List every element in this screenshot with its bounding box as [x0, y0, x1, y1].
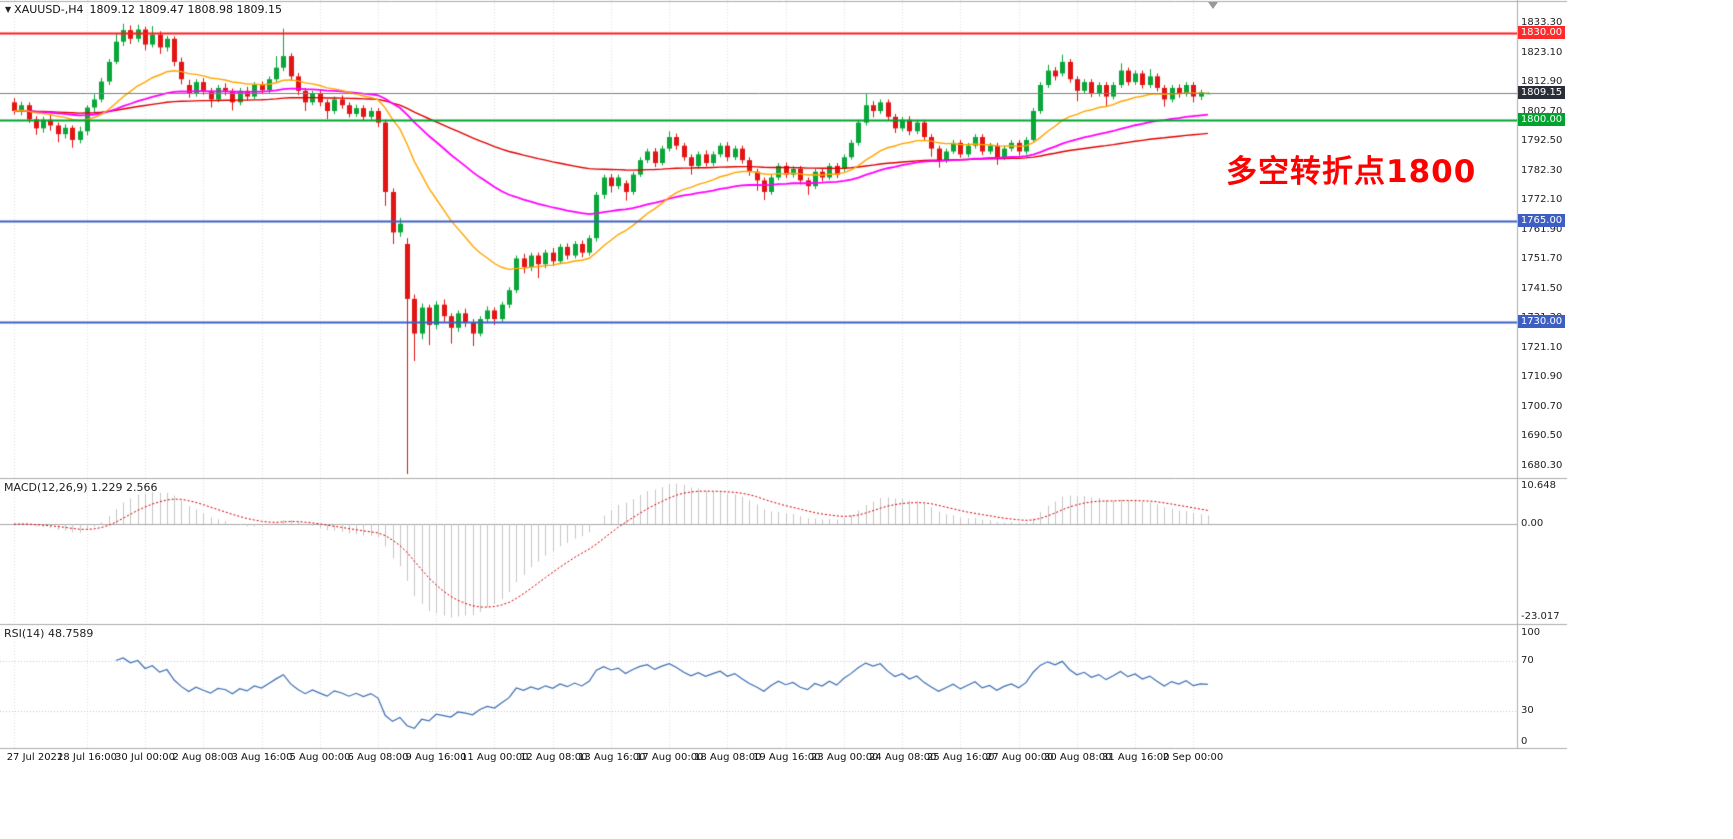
rsi-scale-tick: 30 [1521, 705, 1534, 716]
time-axis-label: 27 Aug 00:00 [986, 752, 1054, 763]
price-scale-tick: 1761.90 [1521, 224, 1563, 235]
time-axis-label: 31 Aug 16:00 [1102, 752, 1170, 763]
time-axis-label: 24 Aug 08:00 [869, 752, 937, 763]
time-axis-label: 30 Aug 08:00 [1044, 752, 1112, 763]
time-axis-label: 25 Aug 16:00 [927, 752, 995, 763]
rsi-scale-tick: 70 [1521, 655, 1534, 666]
price-scale-tick: 1710.90 [1521, 371, 1563, 382]
price-marker-1800.00: 1800.00 [1518, 113, 1565, 126]
rsi-scale-tick: 0 [1521, 736, 1528, 747]
price-marker-1809.15: 1809.15 [1518, 86, 1565, 99]
macd-scale-tick: 0.00 [1521, 518, 1544, 529]
rsi-indicator-label: RSI(14) 48.7589 [4, 627, 94, 640]
rsi-scale-tick: 100 [1521, 627, 1541, 638]
price-marker-1830.00: 1830.00 [1518, 26, 1565, 39]
chart-shift-marker[interactable] [1208, 2, 1218, 9]
time-axis-label: 2 Aug 08:00 [172, 752, 234, 763]
time-axis-label: 23 Aug 00:00 [811, 752, 879, 763]
price-scale-tick: 1823.10 [1521, 47, 1563, 58]
price-marker-1765.00: 1765.00 [1518, 214, 1565, 227]
time-axis-label: 17 Aug 00:00 [636, 752, 704, 763]
symbol-dropdown-icon[interactable]: ▼ [5, 5, 12, 14]
price-scale-tick: 1751.70 [1521, 253, 1563, 264]
symbol-period-label: XAUUSD-,H4 [14, 3, 84, 16]
time-axis-label: 28 Jul 16:00 [57, 752, 117, 763]
price-scale-tick: 1690.50 [1521, 430, 1563, 441]
time-axis-label: 19 Aug 16:00 [753, 752, 821, 763]
time-axis-label: 30 Jul 00:00 [115, 752, 175, 763]
time-axis-label: 5 Aug 00:00 [289, 752, 351, 763]
time-axis-label: 27 Jul 2021 [6, 752, 64, 763]
price-marker-1730.00: 1730.00 [1518, 315, 1565, 328]
annotation-text[interactable]: 多空转折点1800 [1226, 154, 1477, 190]
price-scale-tick: 1782.30 [1521, 165, 1563, 176]
macd-indicator-label: MACD(12,26,9) 1.229 2.566 [4, 481, 158, 494]
macd-scale-tick: -23.017 [1521, 611, 1560, 622]
price-scale-tick: 1680.30 [1521, 460, 1563, 471]
price-scale-tick: 1833.30 [1521, 17, 1563, 28]
time-axis-label: 13 Aug 16:00 [578, 752, 646, 763]
ohlc-values: 1809.12 1809.47 1808.98 1809.15 [89, 3, 282, 16]
price-scale-tick: 1721.10 [1521, 342, 1563, 353]
price-scale-tick: 1772.10 [1521, 194, 1563, 205]
time-axis-label: 2 Sep 00:00 [1162, 752, 1224, 763]
price-scale-tick: 1741.50 [1521, 283, 1563, 294]
time-axis-label: 6 Aug 08:00 [347, 752, 409, 763]
macd-scale-tick: 10.648 [1521, 480, 1556, 491]
time-axis-label: 3 Aug 16:00 [231, 752, 293, 763]
chart-title: ▼ XAUUSD-,H4 1809.12 1809.47 1808.98 1809.… [5, 3, 282, 16]
time-axis-label: 18 Aug 08:00 [694, 752, 762, 763]
time-axis-label: 12 Aug 08:00 [520, 752, 588, 763]
time-axis-label: 9 Aug 16:00 [405, 752, 467, 763]
time-axis-label: 11 Aug 00:00 [461, 752, 529, 763]
price-scale-tick: 1812.90 [1521, 76, 1563, 87]
price-scale-tick: 1802.70 [1521, 106, 1563, 117]
price-scale-tick: 1792.50 [1521, 135, 1563, 146]
price-scale-tick: 1700.70 [1521, 401, 1563, 412]
